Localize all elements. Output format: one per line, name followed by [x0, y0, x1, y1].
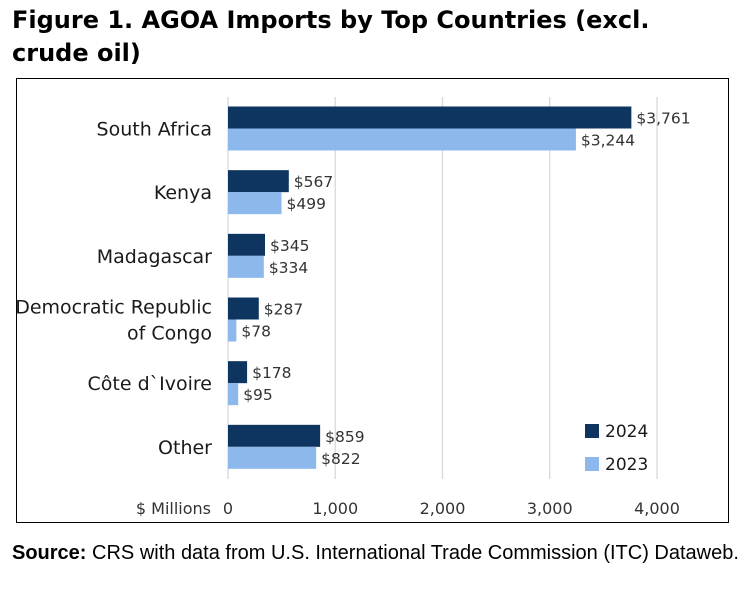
bar	[228, 446, 317, 469]
legend-label: 2023	[605, 455, 648, 475]
x-tick-label: 1,000	[312, 499, 358, 518]
category-label: Other	[158, 437, 212, 459]
legend-label: 2024	[605, 422, 648, 442]
chart-frame: $3,761 $3,244 $567 $499 $345 $334 $287 $78 $178 $…	[16, 78, 729, 523]
source-note: Source: CRS with data from U.S. Internat…	[12, 538, 742, 568]
bar	[228, 297, 259, 320]
data-labels: $3,761$3,244 $567 $499 $345 $334 $287 $78 $178 $…	[241, 110, 690, 468]
bar	[228, 170, 289, 193]
x-axis-label: $ Millions	[136, 499, 211, 518]
bar	[228, 255, 264, 278]
bar	[228, 319, 237, 342]
data-label: $95	[243, 386, 273, 404]
bar	[228, 383, 239, 406]
data-label: $3,244	[581, 132, 635, 150]
category-label: Democratic Republic	[17, 297, 212, 319]
gridlines	[227, 97, 658, 479]
source-label: Source:	[12, 542, 87, 564]
figure-title: Figure 1. AGOA Imports by Top Countries …	[12, 6, 650, 67]
bar	[228, 192, 282, 215]
category-label: of Congo	[127, 323, 212, 345]
bar-chart: $3,761$3,244 $567 $499 $345 $334 $287 $78 $178 $…	[17, 97, 691, 518]
bar	[228, 361, 248, 384]
bars	[228, 106, 632, 469]
category-label: Côte d`Ivoire	[88, 373, 212, 395]
data-label: $345	[270, 237, 309, 255]
category-labels: South Africa Kenya Madagascar Democratic Re…	[17, 119, 212, 459]
x-tick-label: 3,000	[527, 499, 573, 518]
x-tick-label: 2,000	[420, 499, 466, 518]
data-label: $822	[321, 450, 360, 468]
data-label: $78	[241, 323, 271, 341]
bar	[228, 128, 576, 151]
legend-swatch	[585, 457, 599, 471]
legend: 2024 2023	[585, 422, 648, 475]
bar	[228, 424, 321, 447]
source-text: CRS with data from U.S. International Tr…	[92, 542, 739, 564]
data-label: $3,761	[636, 110, 690, 128]
data-label: $178	[252, 364, 291, 382]
category-label: South Africa	[97, 119, 212, 141]
x-tick-label: 0	[223, 499, 233, 518]
bar	[228, 233, 266, 256]
x-tick-labels: 0 1,000 2,000 3,000 4,000	[223, 499, 680, 518]
x-tick-label: 4,000	[634, 499, 680, 518]
bar	[228, 106, 632, 129]
data-label: $859	[325, 428, 364, 446]
data-label: $567	[294, 173, 333, 191]
category-label: Madagascar	[97, 246, 212, 268]
legend-swatch	[585, 424, 599, 438]
category-label: Kenya	[154, 182, 212, 204]
data-label: $287	[264, 301, 303, 319]
data-label: $499	[287, 195, 326, 213]
data-label: $334	[269, 259, 308, 277]
